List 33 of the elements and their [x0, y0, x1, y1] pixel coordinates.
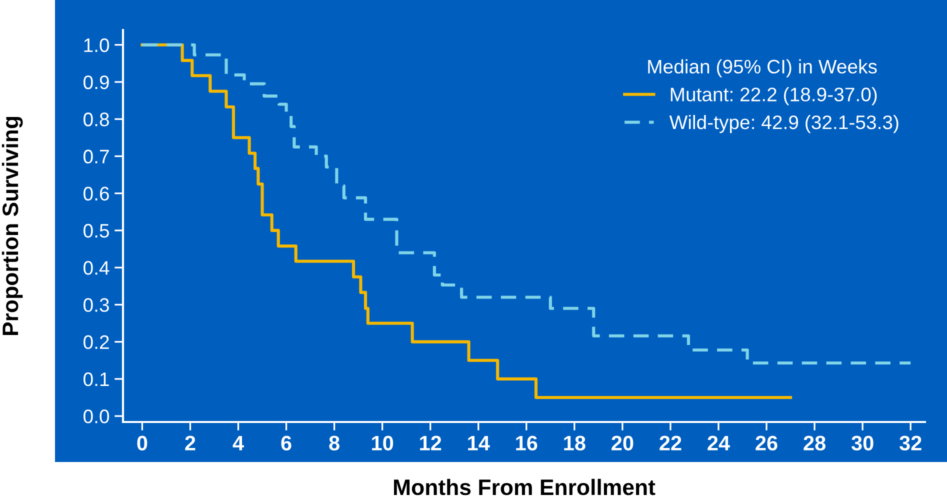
x-tick-label: 28 [804, 436, 826, 450]
x-tick-label: 22 [660, 436, 682, 450]
y-tick-label: 0.2 [84, 335, 109, 350]
x-tick-label: 30 [851, 436, 874, 451]
x-tick-label: 4 [232, 436, 244, 450]
y-tick-label: 1.0 [84, 38, 110, 52]
y-tick-label: 0.7 [84, 150, 109, 164]
x-tick-label: 10 [372, 436, 394, 450]
legend-label: Mutant: 22.2 (18.9-37.0) [670, 87, 877, 106]
x-tick-label: 2 [185, 436, 196, 450]
x-axis-title: Months From Enrollment [394, 478, 656, 496]
x-tick-label: 8 [329, 436, 340, 450]
x-tick-label: 26 [756, 436, 778, 450]
y-tick-label: 0.5 [84, 224, 109, 238]
y-tick-label: 0.8 [84, 112, 109, 126]
x-tick-label: 12 [420, 436, 442, 450]
x-tick-label: 0 [137, 436, 148, 450]
y-tick-label: 0.3 [84, 298, 109, 312]
x-tick-label: 18 [564, 436, 586, 450]
y-tick-label: 0.0 [84, 410, 110, 424]
x-tick-label: 32 [899, 436, 922, 451]
x-tick-label: 14 [468, 436, 490, 450]
x-tick-label: 6 [281, 436, 292, 450]
x-tick-label: 16 [516, 436, 538, 450]
x-tick-label: 24 [708, 436, 730, 450]
y-axis-title: Proportion Surviving [2, 116, 23, 336]
x-tick-label: 20 [612, 436, 634, 450]
y-tick-label: 0.9 [84, 75, 109, 90]
y-tick-label: 0.4 [84, 261, 110, 275]
legend-label: Wild-type: 42.9 (32.1-53.3) [669, 114, 898, 134]
y-tick-label: 0.1 [84, 372, 109, 386]
legend-title: Median (95% CI) in Weeks [648, 59, 877, 78]
y-tick-label: 0.6 [84, 186, 109, 201]
